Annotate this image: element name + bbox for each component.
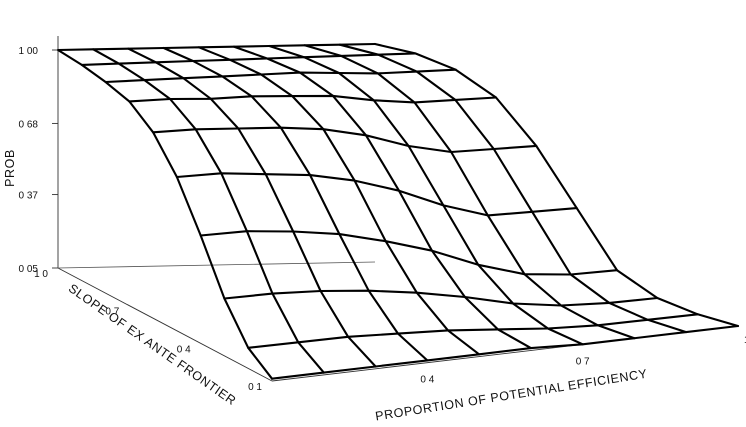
z-axis-title: PROB — [3, 149, 17, 187]
y-tick-label: 0 4 — [177, 344, 191, 355]
z-tick-label: 0 05 — [19, 264, 39, 275]
z-tick-label: 0 68 — [19, 119, 39, 130]
mesh-col-x-0.7 — [268, 44, 584, 346]
mesh-row-y-0.5 — [175, 172, 578, 217]
tick-labels: 1 000 680 370 051 00 70 40 10 40 71 0 — [19, 46, 746, 393]
x-tick-label: 0 7 — [576, 356, 590, 367]
x-tick-label: 0 4 — [420, 375, 434, 386]
mesh-row-y-0.6 — [152, 126, 538, 154]
y-axis-line — [57, 267, 273, 382]
mesh-row-y-0.7 — [128, 94, 498, 104]
back-floor-edge — [57, 261, 376, 269]
mesh-row-y-0.2 — [247, 313, 699, 349]
z-tick-label: 0 37 — [19, 191, 39, 202]
x-tick-label: 1 0 — [744, 335, 746, 346]
mesh-col-x-0.3 — [127, 47, 377, 368]
mesh-row-y-1 — [56, 42, 377, 52]
mesh-row-y-0.8 — [104, 68, 457, 84]
mesh-col-x-0.8 — [303, 44, 636, 340]
mesh-row-y-0.4 — [199, 230, 619, 276]
y-axis-title: SLOPE OF EX ANTE FRONTIER — [66, 281, 239, 408]
mesh-col-x-0.4 — [162, 46, 429, 362]
mesh-row-y-0.3 — [223, 289, 659, 307]
mesh-col-x-0.2 — [92, 48, 325, 374]
mesh-row-y-0.9 — [80, 52, 417, 66]
mesh-col-x-0.1 — [56, 48, 274, 380]
chart-axes — [57, 36, 739, 382]
x-axis-title: PROPORTION OF POTENTIAL EFFICIENCY — [374, 367, 648, 424]
y-tick-label: 0 7 — [105, 307, 119, 318]
mesh-col-x-0.5 — [197, 46, 481, 356]
mesh-col-x-0.9 — [338, 43, 688, 334]
z-tick-label: 1 00 — [19, 46, 39, 57]
y-tick-label: 0 1 — [248, 382, 262, 393]
mesh-col-x-1 — [373, 42, 740, 328]
y-tick-label: 1 0 — [34, 269, 48, 280]
mesh-col-x-0.6 — [233, 45, 532, 350]
mesh-row-y-0.1 — [270, 324, 740, 380]
surface-mesh — [56, 42, 740, 380]
